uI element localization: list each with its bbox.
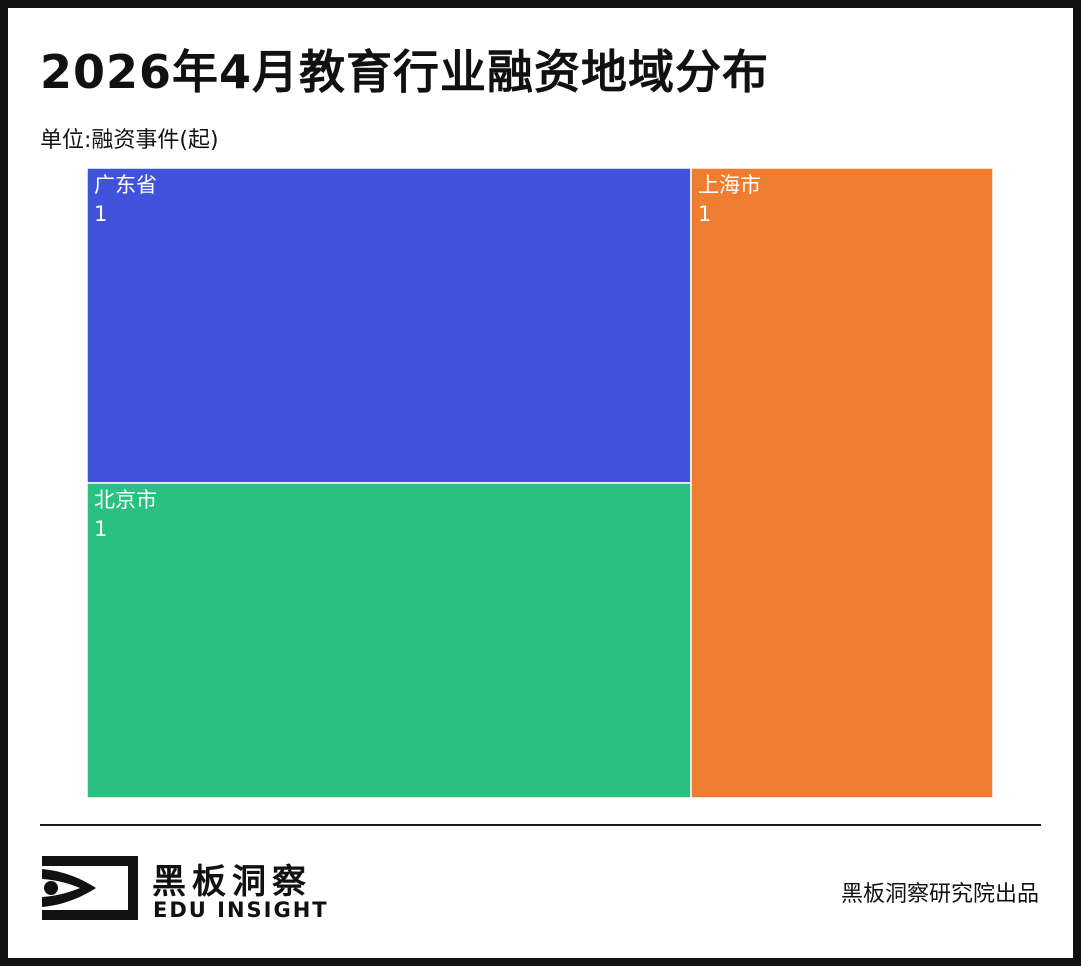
- chart-title: 2026年4月教育行业融资地域分布: [40, 45, 770, 99]
- brand-name-cn: 黑板洞察: [152, 862, 312, 902]
- treemap-rect-shanghai: [690, 168, 993, 798]
- treemap-rect-beijing: [87, 482, 692, 798]
- unit-label: 单位:融资事件(起): [40, 128, 219, 153]
- eye-bracket-icon: [42, 856, 142, 920]
- footer-credit: 黑板洞察研究院出品: [840, 882, 1039, 907]
- treemap-svg: 广东省 1 北京市 1 上海市 1: [87, 168, 993, 798]
- treemap-node-shanghai: 上海市 1: [690, 168, 993, 798]
- treemap-node-guangdong: 广东省 1: [87, 168, 692, 484]
- treemap-rect-guangdong: [87, 168, 692, 484]
- treemap-value-shanghai: 1: [698, 202, 711, 226]
- treemap-chart: 广东省 1 北京市 1 上海市 1: [87, 168, 993, 798]
- treemap-label-guangdong: 广东省: [94, 173, 157, 197]
- treemap-value-guangdong: 1: [94, 202, 107, 226]
- treemap-label-beijing: 北京市: [94, 488, 157, 512]
- footer-divider: [40, 824, 1041, 826]
- treemap-value-beijing: 1: [94, 517, 107, 541]
- treemap-label-shanghai: 上海市: [698, 173, 761, 197]
- brand-name-en: EDU INSIGHT: [153, 898, 329, 922]
- treemap-node-beijing: 北京市 1: [87, 482, 692, 798]
